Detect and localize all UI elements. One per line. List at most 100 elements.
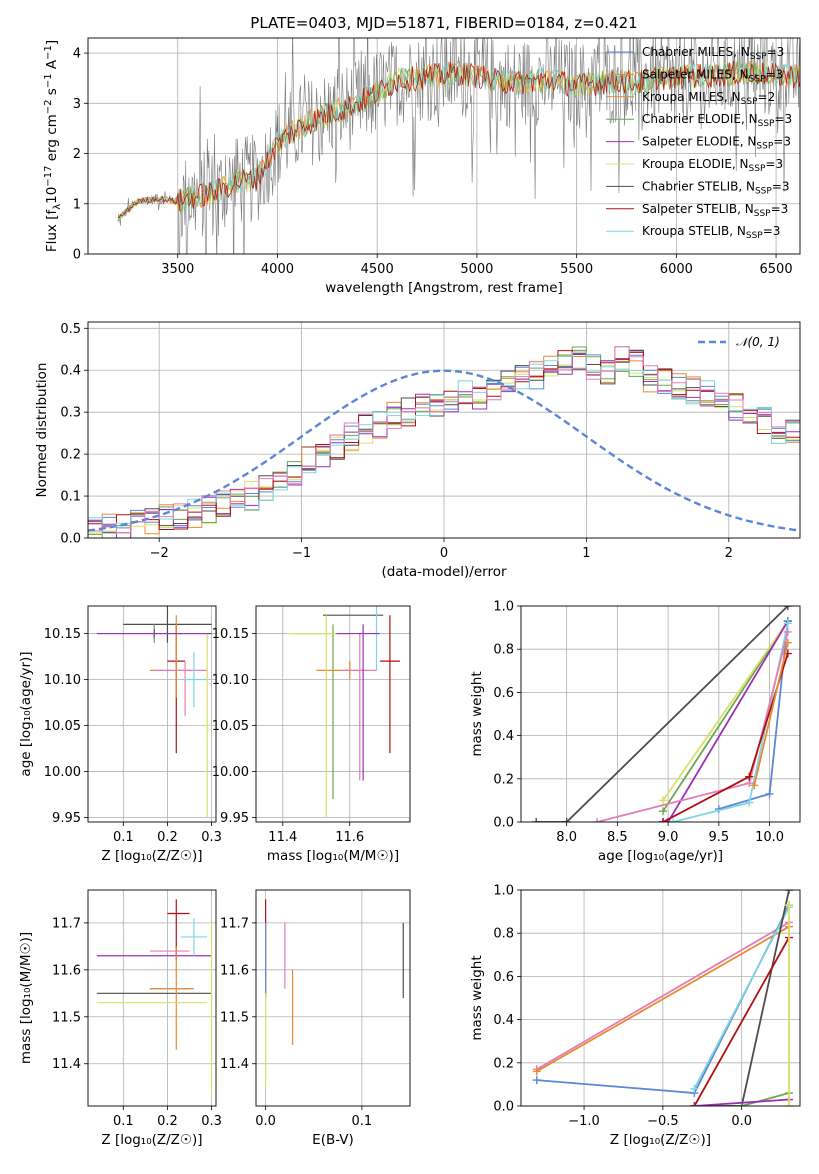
legend-sub: SSP (746, 231, 763, 241)
y-axis-label: Normed distribution (34, 363, 50, 498)
x-tick-label: 0.2 (157, 830, 178, 845)
y-tick-label: 10.05 (212, 719, 249, 734)
y-label-part: λ (52, 204, 63, 210)
x-tick-label: 6500 (760, 262, 793, 277)
weight-marker (783, 638, 792, 647)
x-tick-label: −1 (292, 546, 311, 561)
y-tick-label: 0.1 (60, 490, 81, 505)
axes-age_vs_z: 0.1 0.2 0.3 9.95 10.00 10.05 10.10 10.15 Z [log₁… (18, 605, 222, 864)
y-tick-label: 0.6 (493, 686, 514, 701)
y-label-part: −2 (43, 99, 54, 114)
weight-marker (669, 818, 678, 822)
x-tick-label: 0 (440, 546, 448, 561)
legend-entry: Salpeter STELIB, NSSP=3 (642, 202, 788, 219)
weight-line (741, 1092, 790, 1106)
y-tick-label: 0.4 (493, 729, 514, 744)
x-tick-label: 10.0 (755, 830, 784, 845)
y-axis-label: Flux [fλ10−17 erg cm−2 s−1 A−1] (43, 40, 63, 252)
legend-sub: SSP (755, 186, 772, 196)
plot-area-mass_vs_z (88, 890, 216, 1106)
x-tick-label: 8.0 (556, 830, 577, 845)
plot-area-age_vs_z (88, 606, 216, 822)
x-axis-label: wavelength [Angstrom, rest frame] (325, 280, 563, 296)
spectrum-line-salpeter-stelib (117, 60, 800, 219)
plot-area-mass_vs_ebv (256, 890, 410, 1106)
x-tick-label: 4000 (261, 262, 294, 277)
plot-area-residuals (88, 322, 800, 538)
legend-base: Salpeter ELODIE, N (642, 135, 756, 149)
legend-entry: Salpeter MILES, NSSP=3 (642, 67, 783, 84)
axes-frame (87, 605, 217, 823)
weight-marker (532, 818, 541, 822)
x-axis-label: Z [log₁₀(Z/Z☉)] (101, 1132, 202, 1148)
plot-area-spectrum (88, 38, 800, 254)
x-tick-label: 11.6 (335, 830, 364, 845)
x-tick-label: 0.1 (352, 1114, 373, 1129)
weight-marker (690, 1102, 699, 1106)
y-label-part: erg cm (44, 114, 60, 165)
legend-sub: SSP (749, 164, 766, 174)
y-tick-label: 0.4 (493, 1013, 514, 1028)
x-tick-label: 1 (582, 546, 590, 561)
x-tick-label: 4500 (361, 262, 394, 277)
y-axis-label: mass weight (469, 955, 485, 1040)
x-tick-label: −1.0 (568, 1114, 600, 1129)
x-tick-label: 6000 (660, 262, 693, 277)
weight-line (536, 606, 789, 822)
legend-sub: SSP (756, 142, 773, 152)
y-tick-label: 0 (73, 248, 81, 263)
weight-marker (745, 798, 754, 807)
y-tick-label: 10.15 (212, 627, 249, 642)
legend-base: Salpeter MILES, N (642, 67, 749, 81)
y-tick-label: 0.2 (493, 772, 514, 787)
y-tick-label: 4 (73, 47, 81, 62)
weight-marker (659, 818, 668, 822)
y-tick-label: 9.95 (52, 811, 81, 826)
x-tick-label: 0.0 (731, 1114, 752, 1129)
legend-entry: Kroupa STELIB, NSSP=3 (642, 224, 780, 241)
y-label-part: 10 (44, 187, 60, 204)
axes-frame (87, 37, 801, 255)
axes-frame (520, 889, 801, 1107)
legend-entry: Salpeter ELODIE, NSSP=3 (642, 135, 791, 152)
y-tick-label: 10.05 (44, 719, 81, 734)
legend-tail: =3 (772, 179, 790, 193)
x-axis-label: age [log₁₀(age/yr)] (598, 848, 723, 864)
weight-marker (783, 627, 792, 636)
legend-entry: Chabrier MILES, NSSP=3 (642, 45, 784, 62)
weight-marker (784, 901, 793, 910)
y-tick-label: 10.15 (44, 627, 81, 642)
chart-title: PLATE=0403, MJD=51871, FIBERID=0184, z=0… (250, 14, 637, 32)
legend-tail: =3 (765, 157, 783, 171)
y-tick-label: 0.6 (493, 970, 514, 985)
y-tick-label: 0.0 (493, 1100, 514, 1115)
gaussian-curve (88, 369, 800, 532)
axes-mass_vs_z: 0.1 0.2 0.3 11.4 11.5 11.6 11.7 Z [log₁₀(Z/Z☉)]… (18, 889, 222, 1148)
x-tick-label: 5500 (560, 262, 593, 277)
y-tick-label: 0.2 (493, 1056, 514, 1071)
weight-marker (783, 619, 792, 628)
legend-sub: SSP (754, 209, 771, 219)
y-label-part: −1 (43, 45, 54, 60)
plot-area-age_vs_mass (256, 606, 410, 822)
x-axis-label: E(B-V) (312, 1132, 354, 1148)
weight-line (753, 642, 789, 786)
x-tick-label: 0.3 (201, 830, 222, 845)
y-tick-label: 1.0 (493, 884, 514, 899)
y-label-part: s (44, 88, 60, 99)
y-axis-label: age [log₁₀(age/yr)] (18, 651, 34, 776)
y-tick-label: 10.10 (212, 673, 249, 688)
weight-marker (783, 606, 792, 610)
weight-line (693, 937, 790, 1106)
x-tick-label: 11.4 (268, 830, 297, 845)
x-axis-label: mass [log₁₀(M/M☉)] (267, 848, 399, 864)
y-tick-label: 11.5 (220, 1010, 249, 1025)
weight-line (536, 921, 790, 1071)
x-axis-label: Z [log₁₀(Z/Z☉)] (610, 1132, 711, 1148)
weight-marker (532, 1067, 541, 1076)
x-tick-label: 0.1 (113, 1114, 134, 1129)
legend-base: Kroupa ELODIE, N (642, 157, 749, 171)
legend-base: Salpeter STELIB, N (642, 202, 754, 216)
legend-tail: =3 (765, 67, 783, 81)
